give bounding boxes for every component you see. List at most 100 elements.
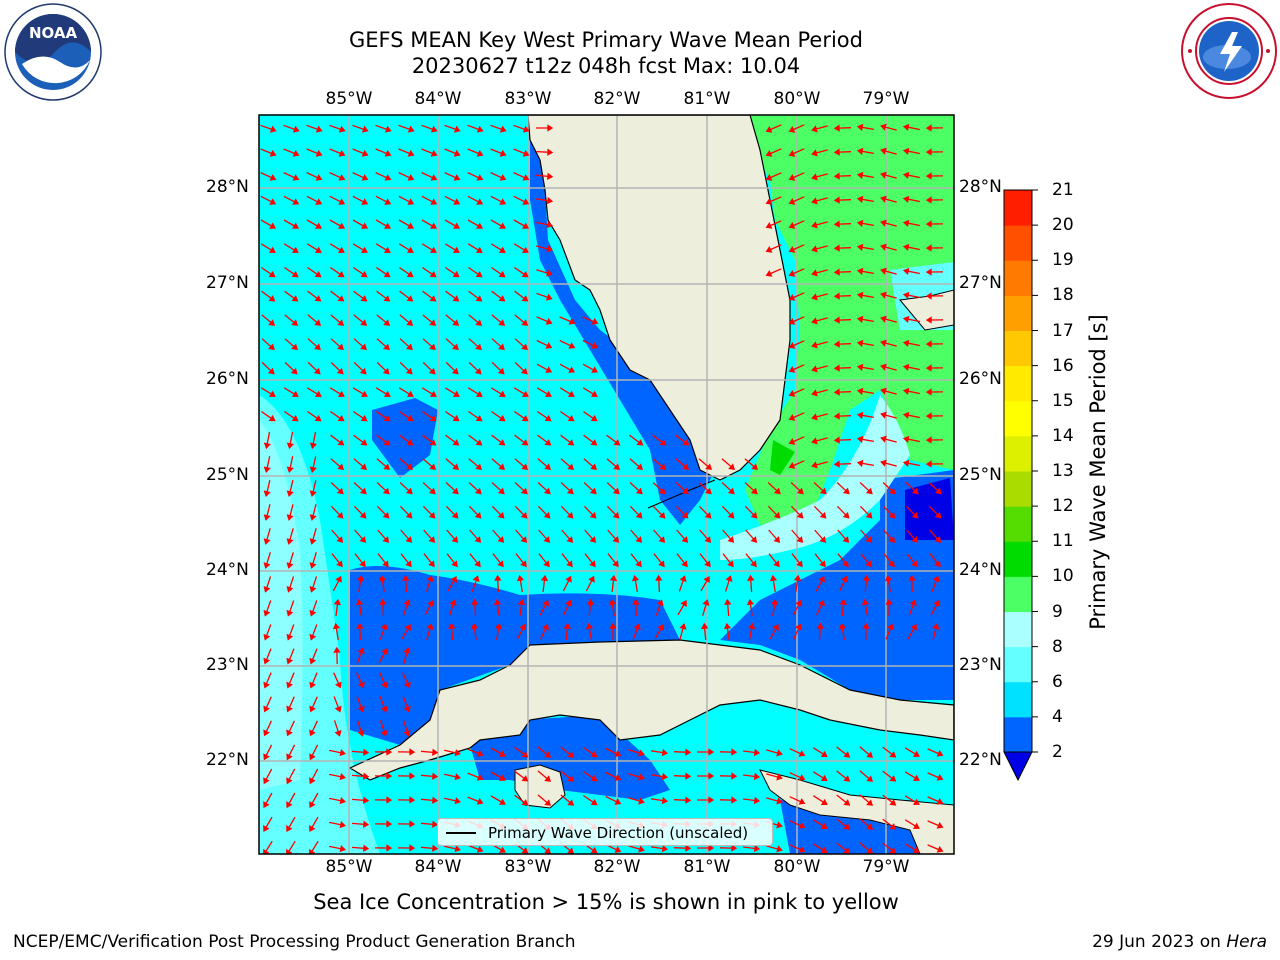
- wave-arrow: [536, 292, 553, 301]
- wave-arrow: [925, 388, 944, 396]
- colorbar-segment: [1004, 541, 1032, 577]
- wave-arrow: [788, 316, 805, 325]
- wave-arrow: [307, 361, 321, 375]
- wave-arrow: [629, 434, 644, 446]
- wave-arrow: [722, 529, 735, 543]
- wave-arrow: [793, 574, 802, 592]
- wave-arrow: [833, 220, 852, 228]
- wave-arrow: [306, 195, 323, 205]
- wave-arrow: [261, 314, 276, 326]
- wave-arrow: [283, 195, 300, 205]
- wave-arrow: [356, 647, 365, 664]
- colorbar-segment: [1004, 330, 1032, 367]
- wave-arrow: [309, 576, 318, 593]
- wave-arrow: [444, 195, 461, 205]
- wave-arrow: [584, 553, 596, 568]
- wave-arrow: [631, 574, 640, 593]
- wave-arrow: [399, 314, 414, 326]
- wave-arrow: [447, 576, 457, 592]
- wave-arrow: [514, 434, 529, 446]
- wave-arrow: [880, 171, 897, 179]
- footer-host: Hera: [1226, 932, 1267, 952]
- wave-arrow: [607, 529, 620, 543]
- wave-arrow: [329, 172, 346, 181]
- wave-arrow: [444, 219, 461, 229]
- wave-arrow: [833, 412, 852, 420]
- wave-arrow: [837, 553, 849, 568]
- wave-arrow: [885, 598, 893, 617]
- wave-arrow: [675, 482, 689, 495]
- wave-arrow: [765, 268, 782, 277]
- wave-arrow: [399, 290, 414, 302]
- wave-arrow: [263, 816, 273, 832]
- wave-arrow: [562, 599, 572, 616]
- wave-arrow: [331, 529, 344, 543]
- wave-arrow: [263, 624, 272, 641]
- wave-arrow: [353, 434, 368, 446]
- wave-arrow: [788, 364, 805, 373]
- wave-arrow: [789, 820, 806, 829]
- wave-arrow: [261, 266, 276, 278]
- wave-arrow: [925, 340, 944, 348]
- wave-arrow: [286, 720, 295, 737]
- wave-arrow: [354, 529, 367, 543]
- colorbar-tick-label: 19: [1052, 250, 1074, 271]
- wave-arrow: [283, 243, 299, 253]
- wave-arrow: [420, 748, 439, 756]
- wave-arrow: [814, 529, 827, 543]
- wave-arrow: [560, 434, 575, 446]
- wave-arrow: [445, 338, 459, 351]
- wave-arrow: [513, 172, 530, 181]
- wave-arrow: [514, 770, 529, 782]
- wave-arrow: [330, 505, 344, 519]
- sea-fill-2-4-south: [350, 566, 680, 745]
- wave-arrow: [628, 773, 645, 781]
- wave-arrow: [766, 749, 783, 757]
- wave-arrow: [885, 623, 894, 640]
- wave-arrow: [811, 173, 828, 181]
- wave-arrow: [330, 338, 344, 351]
- wave-arrow: [811, 149, 828, 157]
- wave-arrow: [743, 748, 761, 757]
- wave-arrow: [932, 623, 940, 640]
- wave-arrow: [469, 529, 482, 543]
- wave-arrow: [467, 796, 484, 805]
- wave-arrow: [791, 553, 803, 568]
- wave-arrow: [263, 431, 271, 450]
- wave-arrow: [468, 410, 483, 422]
- wave-arrow: [653, 553, 665, 568]
- wave-arrow: [263, 720, 272, 737]
- wave-arrow: [333, 696, 342, 713]
- wave-arrow: [583, 794, 598, 806]
- wave-arrow: [675, 505, 689, 519]
- wave-arrow: [398, 148, 415, 157]
- wave-arrow: [880, 147, 897, 155]
- wave-arrow: [514, 266, 529, 278]
- wave-arrow: [927, 844, 944, 853]
- wave-arrow: [398, 243, 414, 253]
- wave-arrow: [307, 314, 322, 326]
- wave-arrow: [468, 361, 482, 375]
- wave-arrow: [468, 290, 483, 302]
- wave-arrow: [856, 363, 875, 372]
- wave-arrow: [376, 458, 391, 470]
- wave-arrow: [812, 795, 828, 805]
- wave-arrow: [468, 434, 483, 446]
- colorbar-segment: [1004, 471, 1032, 507]
- wave-arrow: [309, 552, 317, 569]
- wave-arrow: [582, 387, 598, 397]
- wave-arrow: [444, 797, 461, 805]
- wave-arrow: [421, 148, 438, 157]
- wave-arrow: [833, 124, 852, 132]
- wave-arrow: [514, 746, 529, 758]
- wave-arrow: [880, 123, 897, 131]
- wave-arrow: [329, 195, 346, 205]
- wave-arrow: [306, 124, 323, 133]
- sea-fill-8-9-west: [259, 420, 303, 790]
- wave-arrow: [356, 672, 365, 689]
- lat-label-left: 28°N: [206, 177, 249, 197]
- colorbar-segment: [1004, 716, 1032, 753]
- wave-arrow: [702, 599, 710, 616]
- wave-arrow: [286, 576, 295, 593]
- wave-arrow: [925, 436, 944, 444]
